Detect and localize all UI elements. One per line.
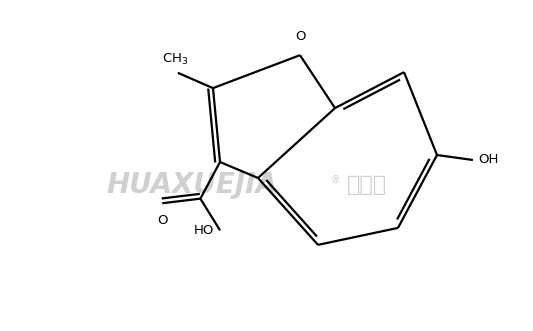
Text: HO: HO [193, 224, 214, 237]
Text: HUAXUEJIA: HUAXUEJIA [106, 171, 278, 199]
Text: CH$_3$: CH$_3$ [162, 52, 188, 68]
Text: 化学加: 化学加 [346, 175, 386, 195]
Text: O: O [157, 214, 167, 227]
Text: OH: OH [478, 154, 498, 166]
Text: ®: ® [330, 175, 340, 185]
Text: O: O [295, 30, 305, 43]
